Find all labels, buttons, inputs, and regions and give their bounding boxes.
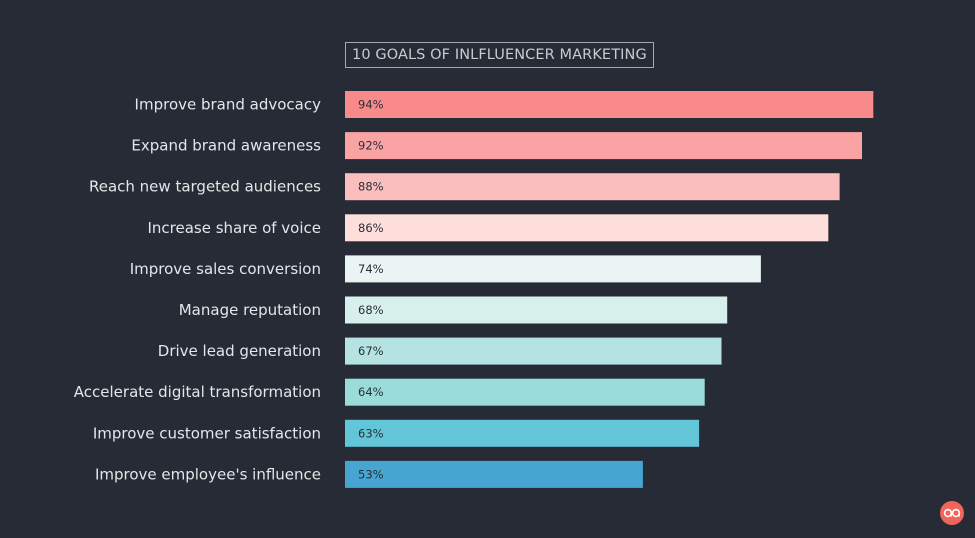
bar-9 xyxy=(345,419,700,447)
category-label-3: Reach new targeted audiences xyxy=(89,178,321,196)
category-label-10: Improve employee's influence xyxy=(95,465,321,483)
value-label-4: 86% xyxy=(358,221,384,235)
bar-7 xyxy=(345,337,722,365)
value-label-2: 92% xyxy=(358,139,384,153)
category-label-5: Improve sales conversion xyxy=(130,260,321,278)
value-label-1: 94% xyxy=(358,98,384,112)
chart-title: 10 GOALS OF INLFLUENCER MARKETING xyxy=(345,42,654,68)
bar-5 xyxy=(345,255,761,283)
category-label-9: Improve customer satisfaction xyxy=(93,424,321,442)
value-label-6: 68% xyxy=(358,303,384,317)
value-label-5: 74% xyxy=(358,262,384,276)
category-label-2: Expand brand awareness xyxy=(131,137,321,155)
brand-logo xyxy=(940,501,964,525)
category-label-4: Increase share of voice xyxy=(147,219,321,237)
category-label-8: Accelerate digital transformation xyxy=(74,383,321,401)
bar-2 xyxy=(345,132,862,160)
bar-3 xyxy=(345,173,840,201)
bar-1 xyxy=(345,91,874,118)
value-label-8: 64% xyxy=(358,385,384,399)
bar-4 xyxy=(345,214,829,242)
quote-marks-icon xyxy=(943,508,961,518)
category-label-6: Manage reputation xyxy=(179,301,321,319)
bar-6 xyxy=(345,296,728,324)
value-label-9: 63% xyxy=(358,426,384,440)
value-label-10: 53% xyxy=(358,467,384,481)
value-label-7: 67% xyxy=(358,344,384,358)
value-label-3: 88% xyxy=(358,180,384,194)
category-label-1: Improve brand advocacy xyxy=(135,96,322,114)
bar-10 xyxy=(345,460,643,488)
category-label-7: Drive lead generation xyxy=(158,342,321,360)
bar-8 xyxy=(345,378,705,406)
